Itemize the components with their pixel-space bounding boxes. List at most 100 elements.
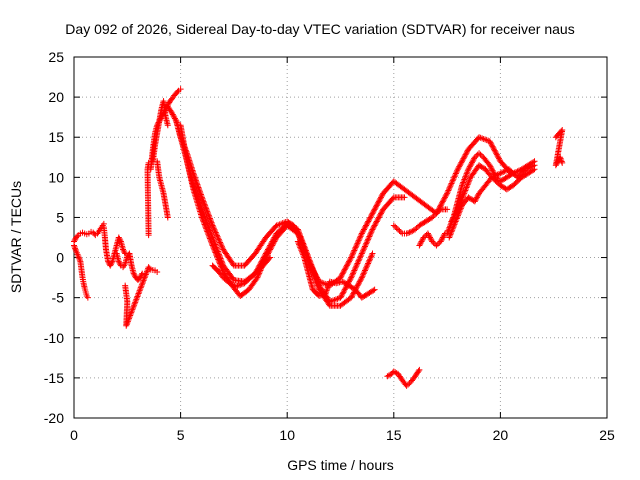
- data-point: [459, 182, 466, 189]
- data-point: [462, 187, 469, 194]
- data-point: [346, 257, 353, 264]
- data-point: [266, 247, 273, 254]
- data-point: [530, 162, 537, 169]
- data-point: [264, 251, 271, 258]
- data-point: [204, 228, 211, 235]
- data-point: [209, 221, 216, 228]
- data-point: [356, 256, 363, 263]
- data-point: [450, 174, 457, 181]
- data-point: [355, 257, 362, 264]
- data-point: [201, 201, 208, 208]
- data-point: [462, 173, 469, 180]
- data-point: [366, 232, 373, 239]
- data-point: [368, 253, 375, 260]
- data-point: [449, 179, 456, 186]
- data-point: [358, 274, 365, 281]
- data-point: [198, 192, 205, 199]
- data-point: [439, 234, 446, 241]
- data-point: [459, 156, 466, 163]
- data-point: [470, 156, 477, 163]
- data-point: [449, 227, 456, 234]
- data-point: [451, 221, 458, 228]
- data-point: [430, 213, 437, 220]
- data-point: [405, 229, 412, 236]
- data-point: [295, 233, 302, 240]
- data-point: [357, 277, 364, 284]
- data-point: [218, 242, 225, 249]
- data-point: [354, 240, 361, 247]
- data-point: [363, 264, 370, 271]
- data-point: [211, 248, 218, 255]
- data-point: [361, 243, 368, 250]
- data-point: [425, 231, 432, 238]
- data-point: [360, 226, 367, 233]
- data-point: [209, 241, 216, 248]
- data-point: [141, 275, 148, 282]
- data-point: [557, 154, 564, 161]
- data-point: [446, 233, 453, 240]
- data-point: [131, 302, 138, 309]
- data-point: [351, 267, 358, 274]
- data-point: [312, 278, 319, 285]
- data-point: [352, 244, 359, 251]
- data-point: [373, 219, 380, 226]
- chart-title: Day 092 of 2026, Sidereal Day-to-day VTE…: [65, 21, 575, 37]
- data-point: [308, 266, 315, 273]
- data-point: [488, 140, 495, 147]
- data-point: [208, 239, 215, 246]
- data-point: [464, 167, 471, 174]
- data-point: [454, 214, 461, 221]
- data-point: [369, 210, 376, 217]
- data-point: [203, 227, 210, 234]
- data-point: [454, 167, 461, 174]
- data-point: [447, 230, 454, 237]
- data-point: [203, 205, 210, 212]
- data-point: [215, 235, 222, 242]
- data-point: [351, 247, 358, 254]
- data-point: [76, 257, 83, 264]
- data-point: [559, 159, 566, 166]
- data-point: [449, 177, 456, 184]
- data-point: [433, 210, 440, 217]
- data-point: [373, 218, 380, 225]
- data-point: [210, 243, 217, 250]
- data-point: [527, 164, 534, 171]
- data-point: [415, 368, 422, 375]
- data-point: [377, 211, 384, 218]
- data-point: [340, 289, 347, 296]
- data-point: [393, 225, 400, 232]
- data-point: [203, 225, 210, 232]
- data-point: [358, 231, 365, 238]
- data-point: [138, 283, 145, 290]
- data-point: [378, 209, 385, 216]
- data-point: [461, 190, 468, 197]
- series-late-rise-a: [444, 150, 538, 237]
- data-point: [212, 250, 219, 257]
- data-point: [558, 157, 565, 164]
- data-point: [343, 262, 350, 269]
- data-point: [131, 271, 138, 278]
- data-point: [441, 231, 448, 238]
- data-point: [353, 261, 360, 268]
- data-point: [352, 264, 359, 271]
- data-point: [369, 226, 376, 233]
- data-point: [426, 233, 433, 240]
- data-point: [340, 269, 347, 276]
- data-point: [461, 175, 468, 182]
- data-point: [295, 231, 302, 238]
- data-point: [456, 208, 463, 215]
- data-point: [444, 188, 451, 195]
- data-point: [315, 283, 322, 290]
- data-point: [489, 167, 496, 174]
- data-point: [206, 234, 213, 241]
- data-point: [339, 270, 346, 277]
- data-point: [107, 262, 114, 269]
- data-point: [205, 232, 212, 239]
- data-point: [390, 222, 397, 229]
- data-point: [467, 162, 474, 169]
- data-point: [494, 171, 501, 178]
- data-point: [348, 254, 355, 261]
- y-tick-label: 15: [48, 129, 64, 145]
- data-point: [266, 255, 273, 262]
- data-point: [440, 197, 447, 204]
